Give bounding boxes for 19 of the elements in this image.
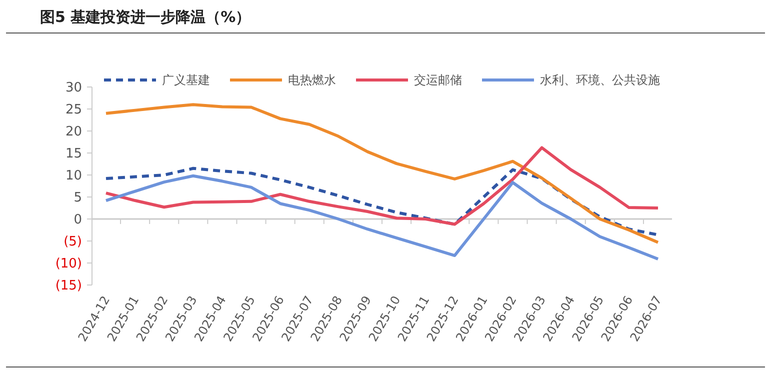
chart-title: 图5 基建投资进一步降温（%） [40,8,251,26]
line-series [104,166,660,236]
y-tick-label: 30 [65,80,82,96]
y-tick-label: (15) [55,278,82,294]
y-tick-label: (10) [55,256,82,272]
legend-label: 电热燃水 [288,73,336,88]
line-series [104,174,660,261]
y-tick-label: 25 [65,102,82,118]
line-series [104,146,660,226]
y-tick-label: (5) [64,234,82,250]
y-tick-label: 5 [74,190,82,206]
y-tick-label: 10 [65,168,82,184]
legend-label: 交运邮储 [414,73,462,88]
y-tick-label: 0 [74,212,82,228]
legend-label: 广义基建 [162,73,210,88]
y-tick-label: 20 [65,124,82,140]
y-tick-label: 15 [65,146,82,162]
legend-label: 水利、环境、公共设施 [540,73,660,88]
line-series [104,103,660,244]
